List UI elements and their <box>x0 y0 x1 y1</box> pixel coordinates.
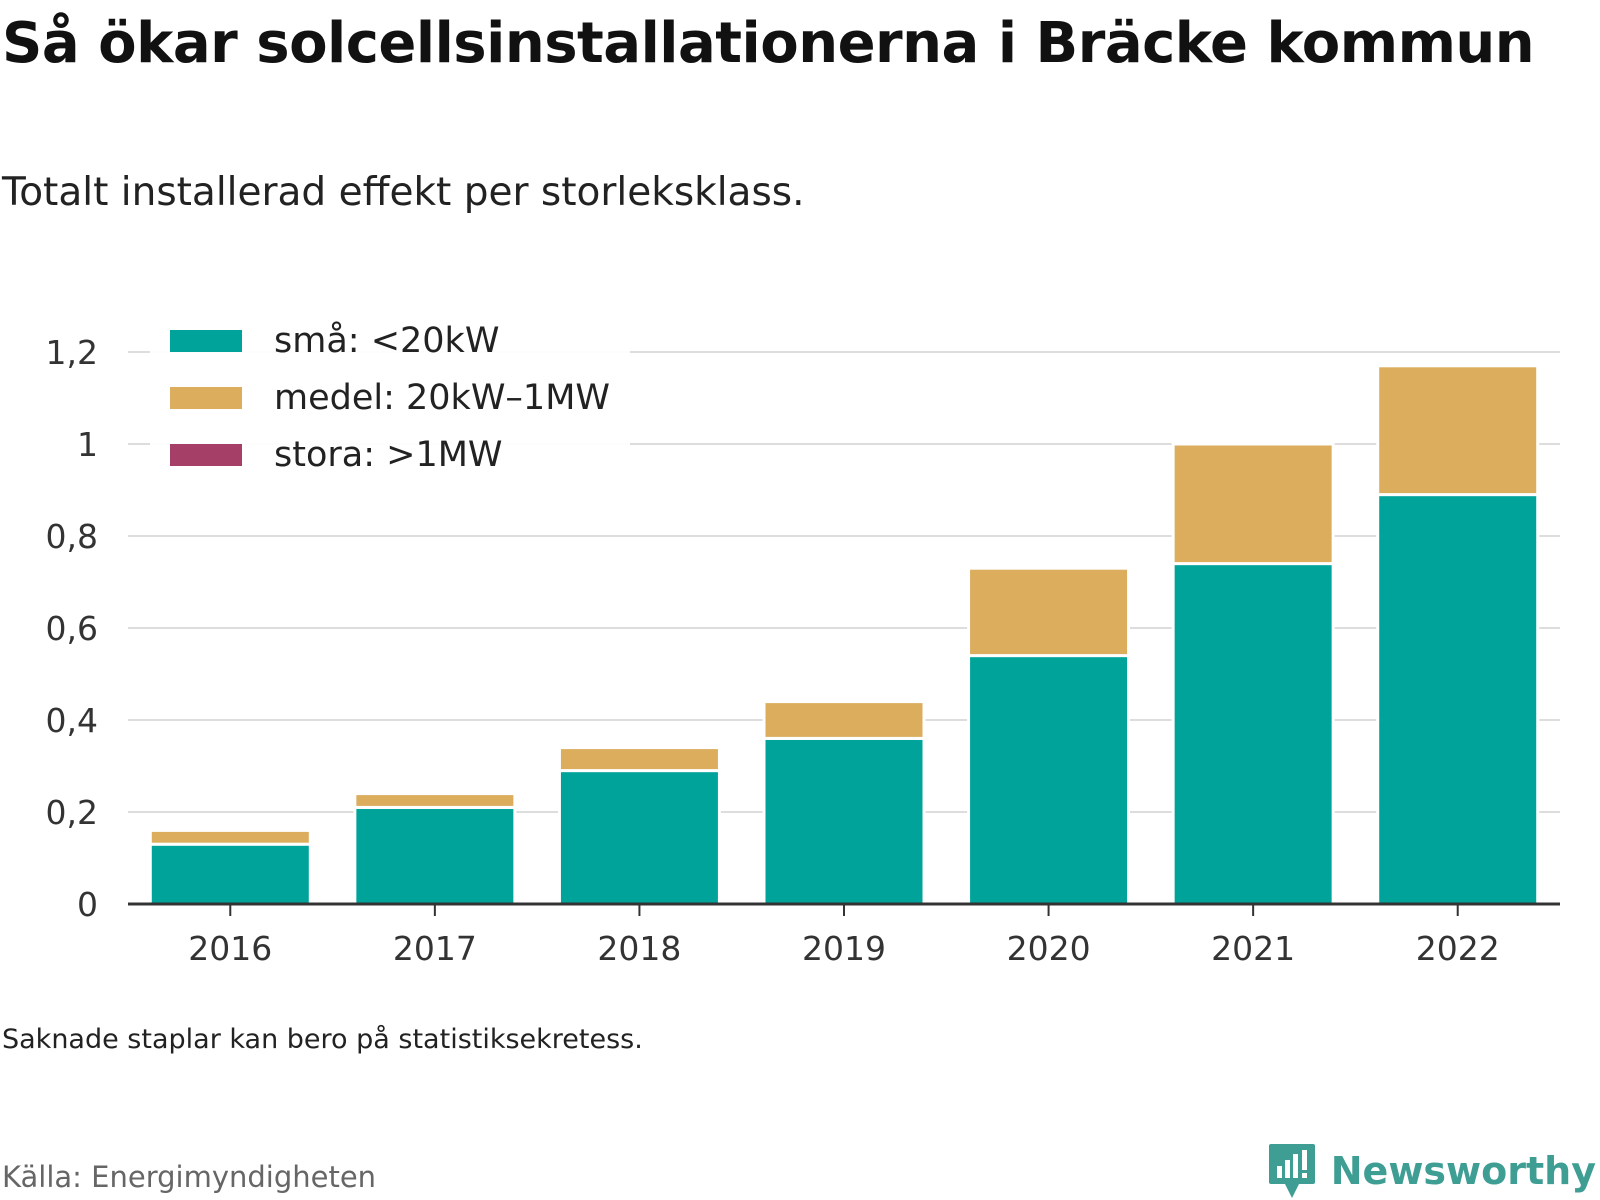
brand-name: Newsworthy <box>1330 1149 1596 1193</box>
legend-swatch <box>170 387 242 409</box>
legend-label: medel: 20kW–1MW <box>274 378 610 418</box>
legend-swatch <box>170 330 242 352</box>
bar-segment <box>1376 364 1540 497</box>
bar-segment <box>967 654 1131 906</box>
newsworthy-logo: Newsworthy <box>1267 1142 1596 1200</box>
x-tick-label: 2017 <box>393 929 477 968</box>
x-tick-label: 2022 <box>1416 929 1500 968</box>
source-text: Källa: Energimyndigheten <box>2 1160 377 1194</box>
bar-segment <box>148 842 312 906</box>
y-tick-label: 0,2 <box>46 793 98 832</box>
bar-segment <box>557 769 721 906</box>
y-tick-label: 0,4 <box>46 701 98 740</box>
bar-segment <box>353 792 517 809</box>
y-tick-label: 0 <box>77 885 98 924</box>
y-tick-label: 0,8 <box>46 517 98 556</box>
bar-segment <box>353 805 517 906</box>
bar-segment <box>1171 442 1335 566</box>
legend-label: små: <20kW <box>274 320 499 361</box>
legend-swatch <box>170 444 242 466</box>
bar-segment <box>557 746 721 773</box>
stacked-bar-chart: 0 0,2 0,4 0,6 0,8 1 1,2 2016 2017 2018 2019 2020 202… <box>45 320 1560 968</box>
bar-segment <box>148 828 312 846</box>
x-tick-label: 2021 <box>1211 929 1295 968</box>
bar-segment <box>967 566 1131 658</box>
chart-subtitle: Totalt installerad effekt per storlekskl… <box>2 170 805 215</box>
legend-label: stora: >1MW <box>274 435 503 475</box>
x-tick-label: 2020 <box>1007 929 1091 968</box>
bar-segment <box>1171 562 1335 906</box>
x-tick-label: 2018 <box>597 929 681 968</box>
bar-segment <box>762 736 926 906</box>
y-tick-label: 1 <box>77 425 98 464</box>
y-tick-label: 0,6 <box>46 609 98 648</box>
x-tick-label: 2019 <box>802 929 886 968</box>
y-tick-label: 1,2 <box>46 333 98 372</box>
bar-segment <box>1376 493 1540 906</box>
newsworthy-logo-icon <box>1268 1144 1315 1198</box>
chart-title: Så ökar solcellsinstallationerna i Bräck… <box>2 11 1535 76</box>
x-tick-label: 2016 <box>188 929 272 968</box>
footnote: Saknade staplar kan bero på statistiksek… <box>2 1024 643 1055</box>
bar-segment <box>762 700 926 740</box>
